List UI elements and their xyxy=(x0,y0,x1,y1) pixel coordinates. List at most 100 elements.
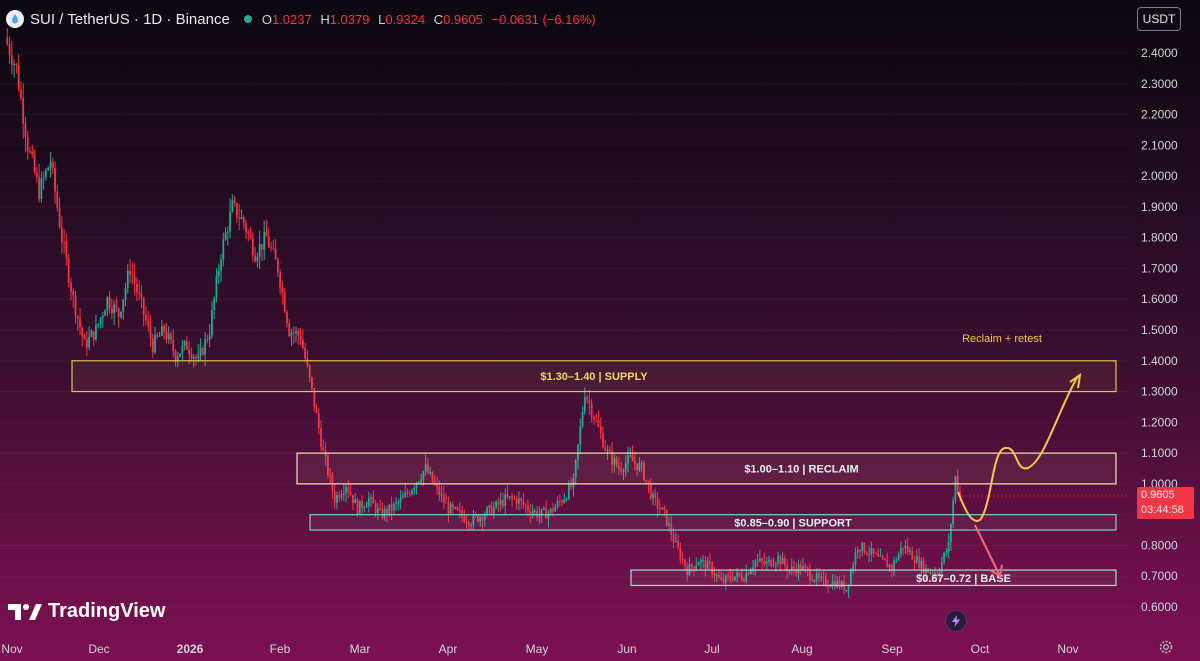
candle-body xyxy=(661,507,664,510)
candle-body xyxy=(759,558,761,561)
candle-body xyxy=(506,494,509,498)
candle-body xyxy=(959,491,961,497)
candle-body xyxy=(145,314,147,321)
candle-body xyxy=(183,341,186,346)
candle-body xyxy=(640,462,643,464)
candle-body xyxy=(581,412,584,427)
currency-selector-button[interactable]: USDT xyxy=(1137,7,1181,31)
candle-body xyxy=(90,331,93,337)
candle-body xyxy=(38,177,41,200)
candle-body xyxy=(158,335,161,337)
y-tick-label: 2.3000 xyxy=(1141,77,1178,91)
candle-body xyxy=(945,551,948,554)
x-tick-label: Oct xyxy=(971,642,990,656)
candle-body xyxy=(706,560,709,569)
candle-body xyxy=(533,510,536,513)
candle-body xyxy=(49,162,52,168)
candle-body xyxy=(363,507,366,509)
candle-body xyxy=(486,507,488,516)
candle-body xyxy=(427,464,429,473)
candle-body xyxy=(627,455,629,464)
candle-body xyxy=(174,350,177,361)
last-price: 0.9605 xyxy=(1141,489,1175,501)
candle-body xyxy=(379,508,382,510)
candle-body xyxy=(361,500,363,509)
candle-body xyxy=(181,345,184,354)
annotation-reclaim-retest: Reclaim + retest xyxy=(962,333,1042,345)
candle-body xyxy=(497,501,500,505)
candle-body xyxy=(113,304,116,314)
symbol-header[interactable]: SUI / TetherUS · 1D · Binance O1.0237 H1… xyxy=(6,8,596,30)
candle-body xyxy=(340,495,343,499)
candle-body xyxy=(854,552,857,566)
symbol-title[interactable]: SUI / TetherUS · 1D · Binance xyxy=(30,10,230,28)
candle-body xyxy=(129,271,131,275)
candle-body xyxy=(126,271,129,288)
candle-body xyxy=(508,496,511,498)
candle-body xyxy=(326,456,329,475)
candle-body xyxy=(781,558,784,565)
candle-body xyxy=(481,517,484,521)
candle-body xyxy=(693,566,695,569)
y-tick-label: 2.1000 xyxy=(1141,138,1178,152)
y-tick-label: 1.8000 xyxy=(1141,231,1178,245)
candle-body xyxy=(683,559,686,567)
candle-body xyxy=(58,207,61,227)
candle-body xyxy=(695,565,698,569)
candle-body xyxy=(31,151,34,155)
candle-body xyxy=(911,550,914,560)
candle-body xyxy=(151,338,154,353)
settings-gear-icon[interactable] xyxy=(1158,639,1174,655)
tradingview-logo[interactable]: TradingView xyxy=(8,600,165,623)
candle-body xyxy=(106,297,109,312)
candle-body xyxy=(29,151,31,153)
candle-body xyxy=(863,542,866,553)
candle-body xyxy=(365,505,368,508)
candle-body xyxy=(276,259,279,273)
candle-body xyxy=(467,522,470,526)
candle-body xyxy=(929,572,932,574)
candle-body xyxy=(417,481,420,483)
high-value: 1.0379 xyxy=(329,11,370,27)
candle-body xyxy=(79,318,81,328)
candle-body xyxy=(92,331,95,340)
candle-body xyxy=(763,561,766,564)
candle-body xyxy=(288,323,291,336)
candle-body xyxy=(402,497,404,499)
candle-body xyxy=(579,426,582,445)
candle-body xyxy=(643,462,645,481)
candle-body xyxy=(167,333,170,340)
y-tick-label: 0.6000 xyxy=(1141,600,1178,614)
candle-body xyxy=(790,566,793,571)
candle-body xyxy=(135,283,138,292)
candle-body xyxy=(802,565,805,570)
candle-body xyxy=(736,572,739,577)
candle-body xyxy=(554,506,557,512)
candle-body xyxy=(351,494,354,504)
candle-body xyxy=(24,123,27,138)
x-tick-label: Sep xyxy=(881,642,903,656)
candle-body xyxy=(249,233,252,238)
candle-body xyxy=(824,577,827,586)
candle-body xyxy=(918,556,920,568)
candle-body xyxy=(217,271,220,277)
x-tick-label: Mar xyxy=(350,642,371,656)
candle-body xyxy=(265,232,268,237)
candle-body xyxy=(940,562,943,572)
candle-body xyxy=(618,465,620,470)
candle-body xyxy=(124,287,127,300)
candle-body xyxy=(367,498,370,506)
candle-body xyxy=(311,377,313,388)
candle-body xyxy=(670,523,673,535)
candle-body xyxy=(295,331,297,334)
candle-body xyxy=(220,259,222,272)
lightning-button[interactable] xyxy=(945,610,967,632)
candle-body xyxy=(472,514,475,526)
candle-body xyxy=(6,37,9,44)
candle-body xyxy=(624,463,627,471)
candle-body xyxy=(208,335,211,340)
candle-body xyxy=(843,581,845,591)
candle-body xyxy=(395,502,397,504)
candle-body xyxy=(852,565,855,572)
